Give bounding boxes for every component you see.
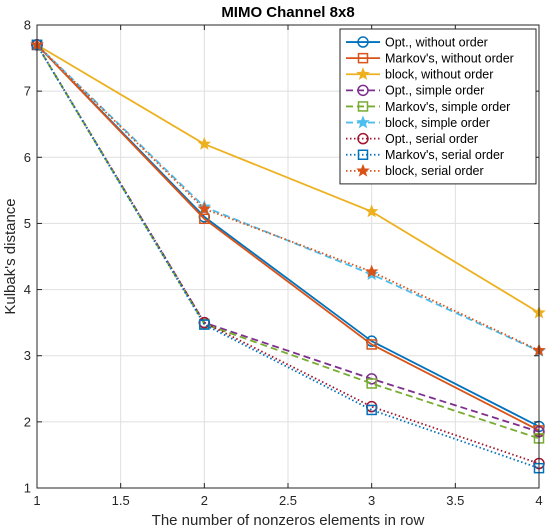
legend-item: block, simple order (346, 115, 490, 130)
y-tick-label: 6 (24, 150, 31, 165)
ticks: 1 1.5 2 2.5 3 3.5 4 1 2 3 4 5 6 7 8 (24, 18, 543, 509)
chart-title: MIMO Channel 8x8 (221, 4, 354, 21)
legend-marker (357, 84, 369, 97)
legend-marker (357, 132, 369, 145)
data-point (197, 136, 212, 150)
y-tick-label: 8 (24, 18, 31, 33)
y-tick-label: 1 (24, 481, 31, 496)
x-tick-label: 2 (201, 493, 208, 508)
legend-label: Opt., simple order (385, 84, 484, 98)
x-axis-title: The number of nonzeros elements in row (152, 512, 425, 529)
legend-label: Markov's, simple order (385, 100, 510, 114)
legend-label: Markov's, without order (385, 51, 514, 65)
legend-item: Opt., without order (346, 35, 488, 49)
legend-item: Markov's, simple order (346, 100, 510, 114)
legend-label: Markov's, serial order (385, 148, 504, 162)
legend-marker (356, 67, 370, 80)
x-tick-label: 3 (368, 493, 375, 508)
data-point (197, 201, 212, 215)
data-point (366, 378, 377, 389)
x-tick-label: 1.5 (112, 493, 130, 508)
legend-item: Opt., serial order (346, 132, 478, 146)
series-line (36, 44, 540, 352)
data-point (366, 339, 377, 350)
legend-marker (357, 52, 369, 64)
legend-marker (357, 101, 369, 112)
legend-item: Opt., simple order (346, 84, 484, 98)
data-point (199, 213, 210, 225)
legend-item: Markov's, serial order (346, 148, 504, 162)
x-tick-label: 4 (535, 493, 542, 508)
legend-label: block, without order (385, 68, 493, 82)
legend-label: block, serial order (385, 164, 484, 178)
x-tick-label: 2.5 (279, 493, 297, 508)
y-tick-label: 7 (24, 84, 31, 99)
y-tick-label: 3 (24, 348, 31, 363)
data-point (366, 404, 377, 416)
legend-label: Opt., serial order (385, 132, 478, 146)
legend-marker (356, 163, 370, 177)
data-point (364, 264, 379, 278)
legend-marker (356, 115, 370, 129)
y-tick-label: 5 (24, 216, 31, 231)
x-tick-label: 3.5 (446, 493, 464, 508)
legend-label: block, simple order (385, 116, 490, 130)
legend-item: block, serial order (346, 163, 484, 178)
data-point (364, 204, 379, 218)
legend-item: Markov's, without order (346, 51, 514, 65)
legend: Opt., without order Markov's, without ord… (339, 28, 537, 185)
data-point (199, 319, 210, 330)
legend-item: block, without order (346, 67, 493, 82)
legend-label: Opt., without order (385, 35, 488, 49)
y-tick-label: 4 (24, 282, 31, 297)
x-tick-label: 1 (33, 493, 40, 508)
y-tick-label: 2 (24, 414, 31, 429)
legend-marker (357, 36, 369, 48)
legend-marker (357, 149, 369, 160)
series-line (36, 44, 540, 314)
series-line (36, 44, 540, 432)
series-line (36, 44, 540, 433)
y-axis-title: Kulbak's distance (2, 198, 19, 314)
